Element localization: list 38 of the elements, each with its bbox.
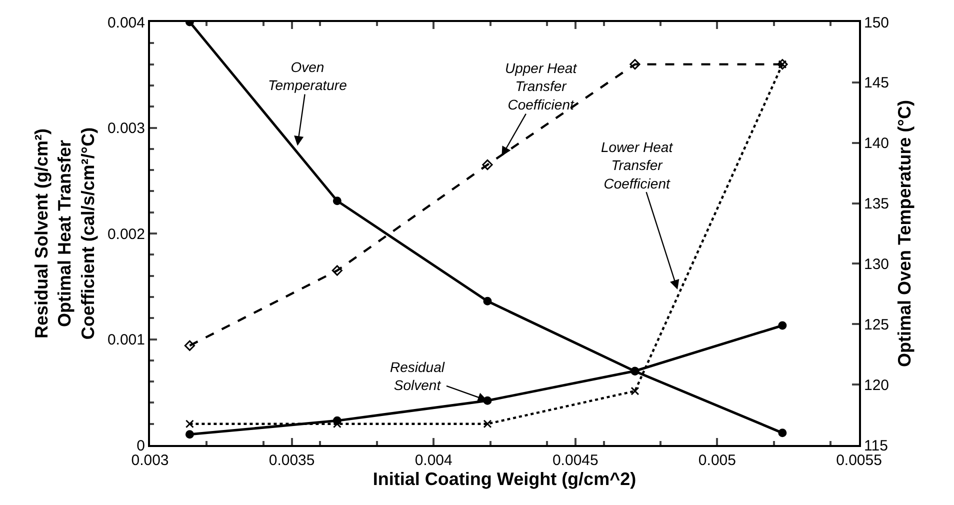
point [778,428,787,438]
x-tick-label: 0.0055 [836,452,882,469]
annotation: Lower Heat Transfer Coefficient [601,139,674,192]
point [482,159,493,170]
point [185,420,194,428]
y2-tick-label: 145 [864,74,890,92]
y-tick-label: 0.004 [107,14,145,32]
y-tick-label: 0.003 [107,120,145,137]
x-tick-label: 0.0045 [552,452,598,469]
y-axis-title: Residual Solvent (g/cm²) Optimal Heat Transfer Coefficient (cal/s/cm²/°C) [31,127,98,340]
x-tick-label: 0.004 [414,452,452,469]
y2-tick-label: 125 [864,316,890,334]
point [483,296,492,306]
y2-axis-title: Optimal Oven Temperature (°C) [894,100,915,367]
annotation: Upper Heat Transfer Coefficient [505,60,578,112]
point [332,196,342,206]
y-tick-label: 0.001 [107,332,145,348]
point [778,321,787,330]
x-tick-label: 0.005 [698,452,736,469]
y2-tick-label: 140 [864,135,890,152]
y2-tick-label: 120 [864,376,890,394]
point [630,59,640,70]
annotation: Oven Temperature [268,59,348,94]
y-tick-label: 0.002 [107,226,145,243]
y2-tick-label: 115 [864,437,888,454]
annotation: Residual Solvent [390,359,446,394]
y2-tick-label: 135 [864,196,890,213]
y-tick-label: 0 [136,437,145,454]
x-axis-title: Initial Coating Weight (g/cm^2) [372,469,636,489]
x-tick-label: 0.0035 [268,452,315,469]
x-tick-label: 0.003 [131,452,169,469]
point [630,386,640,396]
point [184,340,195,351]
point [185,430,194,439]
point [483,420,492,428]
y2-tick-label: 150 [864,14,890,32]
point [332,265,342,276]
y2-tick-label: 130 [864,256,890,273]
